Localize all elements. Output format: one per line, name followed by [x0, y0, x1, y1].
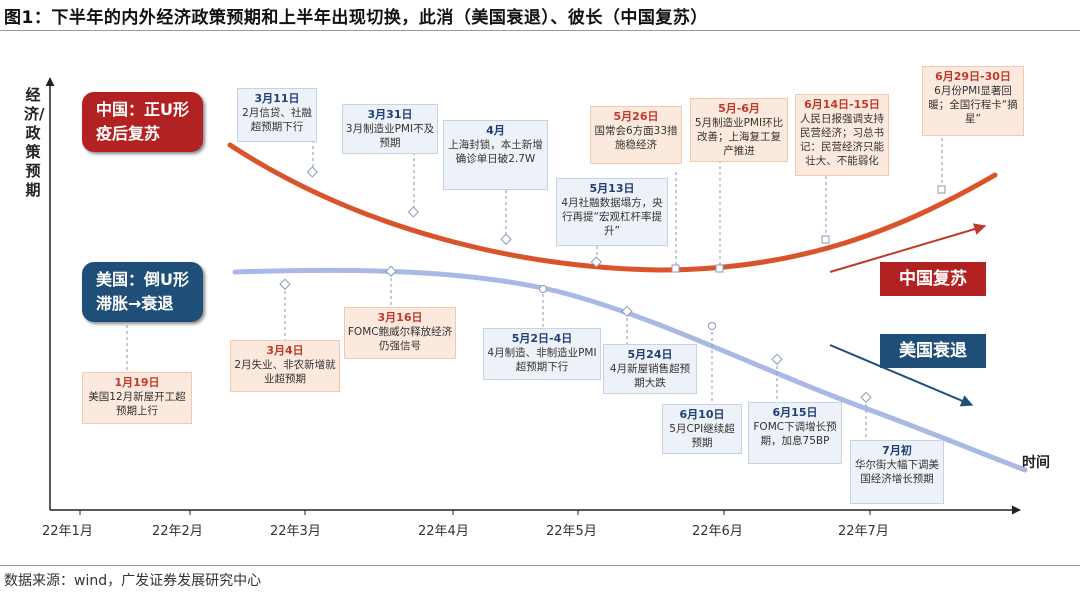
note-date: 7月初: [882, 444, 912, 457]
us-connectors: [126, 272, 867, 440]
x-tick-label: 22年7月: [838, 524, 889, 539]
x-tick-label: 22年5月: [546, 524, 597, 539]
note-text: 国常会6方面33措施稳经济: [594, 125, 678, 151]
note-date: 5月24日: [627, 348, 673, 361]
china-note: 6月14日-15日 人民日报强调支持民营经济；习总书记：民营经济只能壮大、不能弱…: [795, 94, 889, 176]
note-text: 5月CPI继续超预期: [669, 423, 735, 449]
us-note: 5月2日-4日 4月制造、非制造业PMI超预期下行: [483, 328, 601, 380]
china-markers: [306, 166, 946, 273]
china-note: 5月-6月 5月制造业PMI环比改善；上海复工复产推进: [690, 98, 788, 162]
x-tick-marks: [79, 510, 871, 515]
note-date: 3月4日: [266, 344, 304, 357]
note-text: 华尔街大幅下调美国经济增长预期: [855, 459, 939, 485]
x-tick-label: 22年2月: [152, 524, 203, 539]
china-note: 4月 上海封锁，本土新增确诊单日破2.7W: [443, 120, 548, 190]
us-note: 1月19日 美国12月新屋开工超预期上行: [82, 372, 192, 424]
us-note: 3月16日 FOMC鲍威尔释放经济仍强信号: [344, 307, 456, 359]
note-text: 上海封锁，本土新增确诊单日破2.7W: [448, 139, 543, 165]
china-curve: [227, 142, 998, 273]
source-note: 数据来源：wind，广发证券发展研究中心: [4, 573, 262, 589]
us-note: 7月初 华尔街大幅下调美国经济增长预期: [850, 440, 944, 504]
china-tag-line2: 疫后复苏: [96, 124, 161, 143]
note-date: 5月13日: [589, 182, 635, 195]
note-text: 2月失业、非农新增就业超预期: [234, 359, 336, 385]
note-text: 5月制造业PMI环比改善；上海复工复产推进: [694, 117, 784, 157]
china-note: 5月26日 国常会6方面33措施稳经济: [590, 106, 682, 164]
china-tag: 中国：正U形 疫后复苏: [82, 92, 203, 152]
bottom-rule: [0, 565, 1080, 566]
china-note: 3月31日 3月制造业PMI不及预期: [342, 104, 438, 154]
us-tag-line2: 滞胀→衰退: [96, 294, 174, 313]
note-date: 6月14日-15日: [804, 98, 880, 111]
note-date: 3月31日: [367, 108, 413, 121]
note-date: 5月2日-4日: [511, 332, 573, 345]
note-text: FOMC下调增长预期，加息75BP: [753, 421, 837, 447]
note-date: 6月10日: [679, 408, 725, 421]
us-tag: 美国：倒U形 滞胀→衰退: [82, 262, 203, 322]
y-axis-label: 经济/政策预期: [24, 86, 45, 199]
note-text: 6月份PMI显著回暖；全国行程卡“摘星”: [928, 85, 1018, 125]
note-date: 5月26日: [613, 110, 659, 123]
us-trend-arrow: [829, 344, 974, 407]
top-rule: [0, 30, 1080, 31]
x-tick-label: 22年6月: [692, 524, 743, 539]
x-tick-label: 22年1月: [42, 524, 93, 539]
china-recovery-label: 中国复苏: [880, 262, 986, 296]
note-text: 4月社融数据塌方，央行再提“宏观杠杆率提升”: [561, 197, 663, 237]
note-text: FOMC鲍威尔释放经济仍强信号: [347, 326, 453, 352]
note-text: 4月制造、非制造业PMI超预期下行: [487, 347, 597, 373]
us-note: 6月15日 FOMC下调增长预期，加息75BP: [748, 402, 842, 464]
us-recession-label: 美国衰退: [880, 334, 986, 368]
note-text: 4月新屋销售超预期大跌: [609, 363, 691, 389]
note-text: 3月制造业PMI不及预期: [345, 123, 435, 149]
china-trend-arrow: [829, 223, 987, 273]
us-note: 6月10日 5月CPI继续超预期: [662, 404, 742, 454]
x-tick-label: 22年4月: [418, 524, 469, 539]
note-date: 1月19日: [114, 376, 160, 389]
note-date: 3月16日: [377, 311, 423, 324]
note-date: 3月11日: [254, 92, 300, 105]
note-date: 4月: [486, 124, 505, 137]
note-text: 人民日报强调支持民营经济；习总书记：民营经济只能壮大、不能弱化: [800, 113, 884, 167]
china-note: 6月29日-30日 6月份PMI显著回暖；全国行程卡“摘星”: [922, 66, 1024, 136]
note-text: 2月信贷、社融超预期下行: [242, 107, 312, 133]
figure-title: 图1：下半年的内外经济政策预期和上半年出现切换，此消（美国衰退）、彼长（中国复苏…: [4, 8, 708, 28]
china-note: 5月13日 4月社融数据塌方，央行再提“宏观杠杆率提升”: [556, 178, 668, 246]
note-date: 6月15日: [772, 406, 818, 419]
note-date: 6月29日-30日: [935, 70, 1011, 83]
china-tag-line1: 中国：正U形: [96, 100, 189, 119]
note-text: 美国12月新屋开工超预期上行: [88, 391, 186, 417]
us-markers: [279, 265, 872, 403]
x-tick-label: 22年3月: [270, 524, 321, 539]
china-note: 3月11日 2月信贷、社融超预期下行: [237, 88, 317, 142]
x-axis-label: 时间: [1022, 455, 1050, 471]
us-tag-line1: 美国：倒U形: [96, 270, 189, 289]
us-note: 3月4日 2月失业、非农新增就业超预期: [230, 340, 340, 392]
us-note: 5月24日 4月新屋销售超预期大跌: [603, 344, 697, 394]
note-date: 5月-6月: [718, 102, 760, 115]
